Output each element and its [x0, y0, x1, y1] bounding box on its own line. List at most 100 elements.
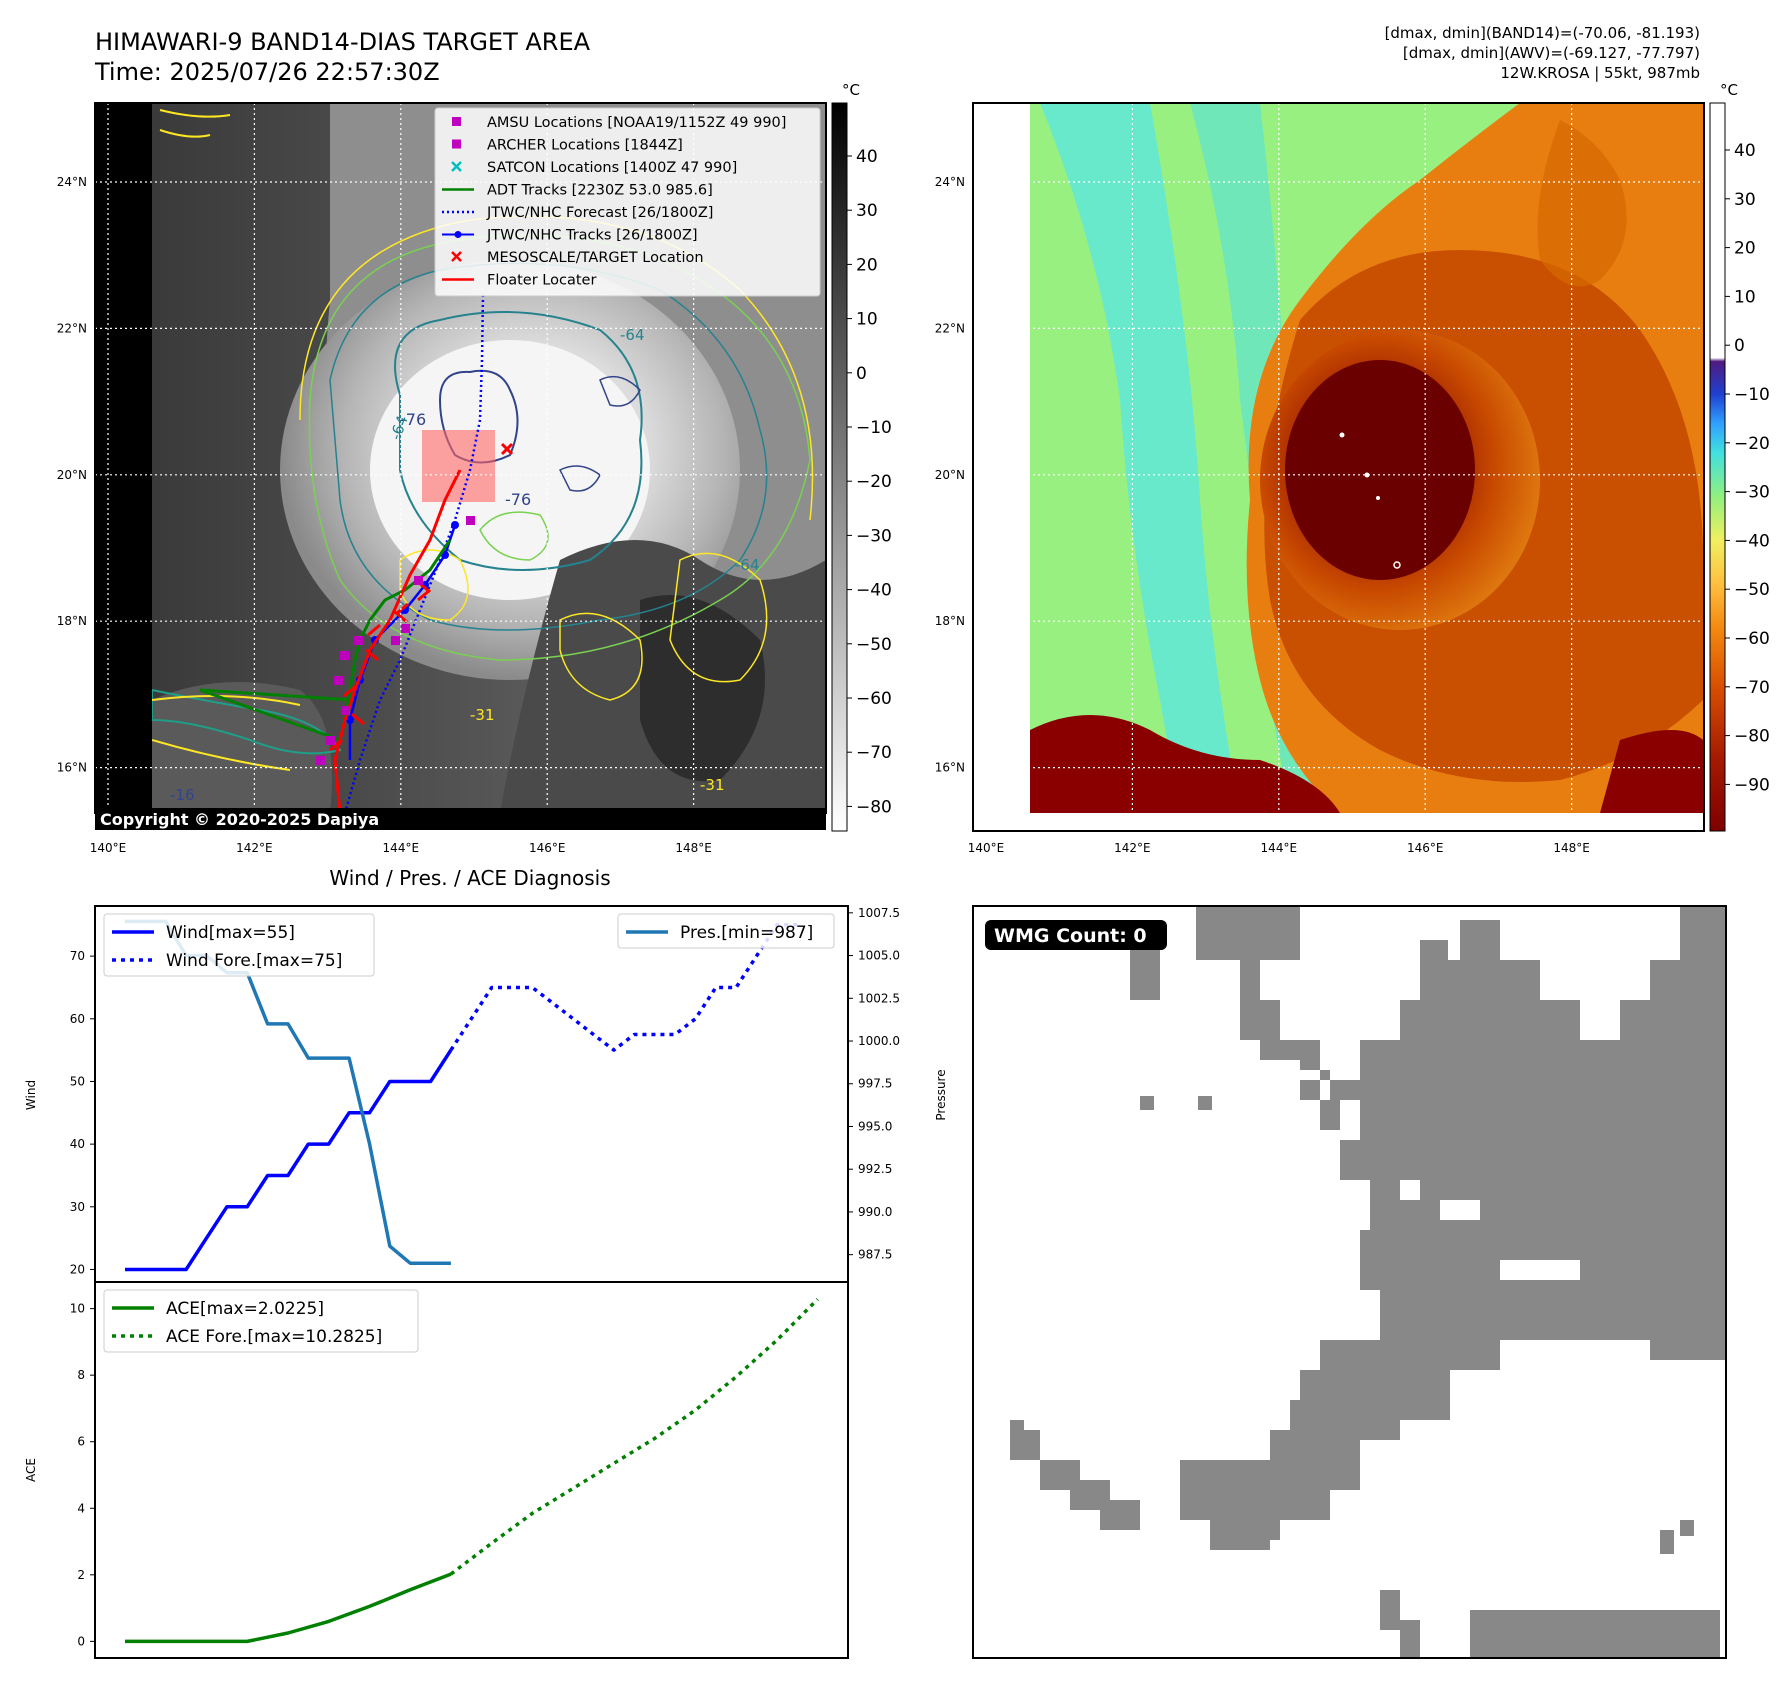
contour-label: -31	[470, 706, 495, 724]
y-tick-label: 2	[77, 1568, 85, 1582]
contour-label: -31	[700, 776, 725, 794]
y-tick-label: 70	[70, 949, 85, 963]
amsu-marker	[354, 636, 363, 645]
legend-marker	[451, 251, 462, 262]
ace-forecast-legend-label: ACE Fore.[max=10.2825]	[166, 1327, 382, 1347]
copyright-text: Copyright © 2020-2025 Dapiya	[100, 810, 379, 829]
ace-axis-label: ACE	[24, 1458, 38, 1482]
pressure-axis-label: Pressure	[934, 1069, 948, 1120]
y-tick-label: 0	[77, 1634, 85, 1648]
ace-panel: 0 2 4 6 8 10 ACE ACE[max=2.0225] ACE Fore.[ma…	[24, 1281, 849, 1659]
colorbar-tick-label: −10	[856, 418, 892, 438]
y-tick-label-right: 1000.0	[858, 1034, 900, 1048]
colorbar-tick-label: −80	[1734, 727, 1770, 747]
colorbar-unit: °C	[1720, 81, 1738, 99]
y-tick-label-right: 1007.5	[858, 906, 900, 920]
series-line-0	[125, 1572, 452, 1644]
contour-label: -64	[620, 326, 645, 344]
lon-tick-label: 148°E	[1553, 841, 1590, 855]
colorbar-tick-label: 0	[856, 364, 867, 384]
figure-title: HIMAWARI-9 BAND14-DIAS TARGET AREA	[95, 28, 591, 56]
lat-tick-label: 24°N	[935, 175, 965, 189]
target-marker	[500, 442, 514, 456]
pressure-legend-label: Pres.[min=987]	[680, 923, 813, 943]
y-tick-label: 10	[70, 1302, 85, 1316]
legend-marker	[451, 161, 462, 172]
y-tick-label: 6	[77, 1435, 85, 1449]
y-tick-label-right: 1005.0	[858, 949, 900, 963]
colorbar-tick-label: 20	[1734, 239, 1756, 259]
lon-tick-label: 142°E	[1114, 841, 1151, 855]
lat-tick-label: 16°N	[57, 761, 87, 775]
amsu-marker	[414, 576, 423, 585]
legend-entry-label: AMSU Locations [NOAA19/1152Z 49 990]	[487, 115, 786, 131]
colorbar-tick-label: 30	[1734, 190, 1756, 210]
colorbar-tick-label: −10	[1734, 385, 1770, 405]
lat-tick-label: 20°N	[57, 468, 87, 482]
lon-tick-label: 142°E	[236, 841, 273, 855]
y-tick-label-right: 992.5	[858, 1162, 892, 1176]
wind-legend-label: Wind[max=55]	[166, 923, 295, 943]
lat-tick-label: 18°N	[935, 614, 965, 628]
colorbar-tick-label: −50	[856, 635, 892, 655]
left-ir-map: -76 -76 -64 -64 -31 -31 -16 -64 Copyrigh…	[57, 81, 892, 855]
y-tick-label: 50	[70, 1074, 85, 1088]
colorbar-tick-label: −80	[856, 797, 892, 817]
lat-tick-label: 18°N	[57, 614, 87, 628]
legend-entry-label: ARCHER Locations [1844Z]	[487, 138, 683, 154]
colorbar-tick-label: −20	[1734, 434, 1770, 454]
y-tick-label-right: 997.5	[858, 1077, 892, 1091]
colorbar-tick-label: −30	[856, 526, 892, 546]
legend-entry-label: SATCON Locations [1400Z 47 990]	[487, 160, 737, 176]
amsu-marker	[340, 651, 349, 660]
legend-marker	[454, 231, 462, 238]
colorbar-tick-label: 0	[1734, 336, 1745, 356]
lat-tick-label: 22°N	[935, 321, 965, 335]
floater-segment	[367, 623, 381, 637]
diagnosis-title: Wind / Pres. / ACE Diagnosis	[329, 866, 610, 890]
colorbar-tick-label: 40	[856, 147, 878, 167]
colorbar-tick-label: 30	[856, 201, 878, 221]
info-awv: [dmax, dmin](AWV)=(-69.127, -77.797)	[1403, 44, 1700, 62]
colorbar-tick-label: −60	[1734, 629, 1770, 649]
lon-tick-label: 148°E	[675, 841, 712, 855]
amsu-marker	[401, 624, 410, 633]
colorbar-tick-label: 10	[856, 310, 878, 330]
legend-entry-label: ADT Tracks [2230Z 53.0 985.6]	[487, 183, 713, 199]
y-tick-label: 40	[70, 1137, 85, 1151]
y-tick-label: 30	[70, 1200, 85, 1214]
lon-tick-label: 146°E	[1407, 841, 1444, 855]
figure-time: Time: 2025/07/26 22:57:30Z	[94, 58, 440, 86]
lon-tick-label: 140°E	[90, 841, 127, 855]
best-track	[348, 524, 457, 760]
best-track-point	[346, 716, 354, 724]
y-tick-label-right: 990.0	[858, 1205, 892, 1219]
wind-pressure-panel: Wind / Pres. / ACE Diagnosis 20 30 40 50 60 7…	[24, 866, 948, 1283]
colorbar-tick-label: −60	[856, 689, 892, 709]
adt-track	[199, 539, 452, 742]
best-track-point	[451, 521, 459, 529]
pressure-legend: Pres.[min=987]	[617, 913, 835, 949]
colorbar-tick-label: 20	[856, 255, 878, 275]
colorbar-tick-label: −70	[1734, 678, 1770, 698]
lon-tick-label: 144°E	[383, 841, 420, 855]
colorbar-unit: °C	[842, 81, 860, 99]
wmg-count-label: WMG Count: 0	[994, 925, 1147, 947]
floater-segment	[394, 610, 408, 624]
legend-entry-label: MESOSCALE/TARGET Location	[487, 250, 704, 266]
y-tick-label: 8	[77, 1368, 85, 1382]
legend: AMSU Locations [NOAA19/1152Z 49 990] ARCH…	[434, 107, 821, 297]
legend-entry-label: Floater Locater	[487, 273, 596, 289]
y-tick-label-right: 995.0	[858, 1119, 892, 1133]
wind-axis-label: Wind	[24, 1080, 38, 1110]
colorbar-tick-label: 10	[1734, 287, 1756, 307]
wind-legend: Wind[max=55] Wind Fore.[max=75]	[103, 913, 375, 977]
ace-legend: ACE[max=2.0225] ACE Fore.[max=10.2825]	[103, 1289, 419, 1353]
colorbar-tick-label: −40	[1734, 531, 1770, 551]
series-line-0	[125, 1049, 453, 1272]
amsu-marker	[316, 756, 325, 765]
contour-label: -64	[735, 556, 760, 574]
lon-tick-label: 146°E	[529, 841, 566, 855]
ace-legend-label: ACE[max=2.0225]	[166, 1299, 324, 1319]
